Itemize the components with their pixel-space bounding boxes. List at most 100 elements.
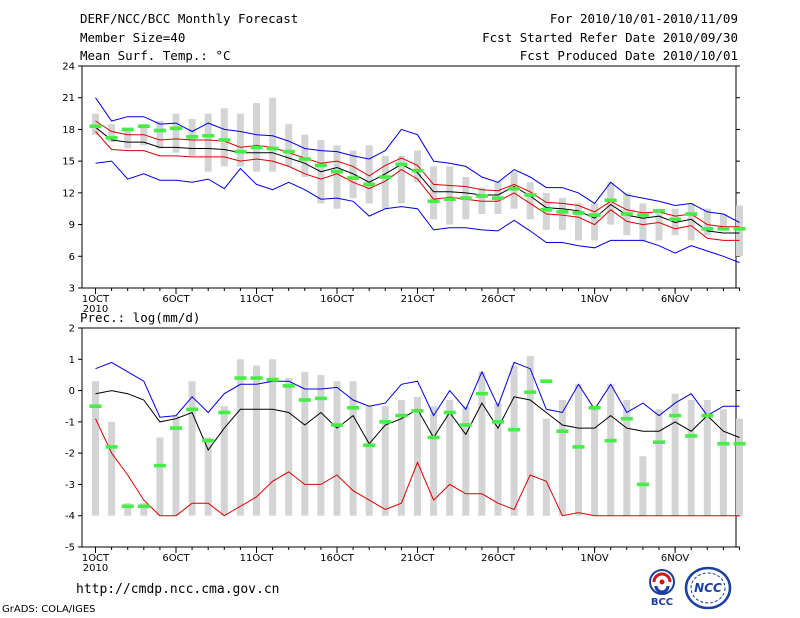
panel1-ytick-label: 3 [69, 284, 75, 295]
panel2-observed-marker [250, 376, 263, 380]
grads-credit: GrADS: COLA/IGES [2, 604, 96, 615]
panel1-observed-marker [717, 227, 730, 231]
panel2-observed-marker [459, 423, 472, 427]
panel2-xtick-label: 6OCT [162, 553, 190, 564]
panel1-observed-marker [234, 149, 247, 154]
panel2-observed-marker [653, 440, 665, 444]
panel1-observed-marker [492, 196, 504, 200]
panel2-xtick-label: 26OCT [481, 553, 516, 564]
panel1-observed-marker [314, 163, 327, 168]
panel2-observed-marker [588, 405, 601, 410]
panel1-ytick-label: 24 [62, 62, 75, 73]
panel1-observed-marker [620, 212, 633, 216]
panel1-observed-marker [170, 126, 182, 131]
panel2-observed-marker [508, 427, 521, 432]
panel2-range-bar [204, 437, 212, 516]
panel1-observed-marker [685, 212, 698, 216]
panel1-range-bar [253, 103, 260, 172]
panel2-observed-marker [202, 438, 215, 443]
panel1-ytick-label: 6 [69, 252, 75, 263]
panel2-range-bar [414, 396, 421, 516]
panel1-range-bar [365, 145, 373, 204]
panel2-ytick-label: 0 [69, 386, 75, 397]
panel1-xtick-label: 21OCT [401, 294, 436, 305]
panel2-observed-marker [733, 441, 746, 446]
panel1-series-min [95, 160, 740, 264]
panel2-range-bar [703, 399, 711, 516]
panel1-xtick-label: 11OCT [240, 294, 275, 305]
panel1-observed-marker [379, 175, 392, 179]
panel2-observed-marker [298, 398, 311, 402]
panel2-observed-marker [475, 391, 488, 396]
panel1-observed-marker [202, 133, 215, 138]
panel1-range-bar [607, 182, 615, 225]
panel2-range-bar [269, 359, 277, 516]
source-url[interactable]: http://cmdp.ncc.cma.gov.cn [76, 582, 280, 597]
panel1-observed-marker [298, 157, 311, 161]
panel2-observed-marker [170, 426, 182, 430]
panel1-xtick-label: 16OCT [320, 294, 355, 305]
panel2-range-bar [285, 378, 293, 516]
panel1-observed-marker [733, 227, 746, 231]
panel1-range-bar [381, 155, 389, 209]
panel2-range-bar [108, 421, 116, 516]
panel1-range-bar [269, 97, 277, 172]
panel2-range-bar [687, 399, 695, 516]
panel2-range-bar [220, 406, 228, 516]
panel2-range-bar [188, 381, 196, 516]
panel1-range-bar [92, 113, 99, 135]
panel1-series-lower [95, 131, 740, 241]
panel2-range-bar [349, 381, 357, 516]
panel2-range-bar [575, 384, 582, 516]
panel1-observed-marker [137, 124, 150, 129]
panel2-range-bar [397, 399, 405, 516]
panel2-observed-marker [186, 407, 199, 412]
panel1-range-bar [156, 120, 164, 149]
panel2-range-bar [526, 356, 534, 516]
panel2-xtick-year-label: 2010 [83, 563, 108, 574]
panel1-observed-marker [508, 186, 521, 191]
panel1-observed-marker [89, 124, 102, 129]
panel2-range-bar [542, 418, 550, 516]
panel2-range-bar [317, 374, 325, 516]
panel2-ytick-label: -4 [65, 511, 75, 522]
panel1-observed-marker [701, 227, 714, 231]
panel1-range-bar [220, 108, 228, 167]
panel2-range-bar [156, 437, 164, 516]
panel2-observed-marker [347, 405, 360, 410]
panel2-frame [81, 327, 737, 548]
panel1-ytick-label: 9 [69, 220, 75, 231]
panel2-observed-marker [701, 413, 714, 418]
panel2-range-bar [253, 365, 260, 516]
panel1-series-max [95, 97, 740, 223]
panel1-xtick-label: 6OCT [162, 294, 190, 305]
panel1-observed-marker [250, 145, 263, 150]
panel1-range-bar [703, 208, 711, 236]
panel2-observed-marker [443, 410, 456, 415]
panel1-ytick-label: 21 [62, 93, 75, 104]
panel1-range-bar [124, 129, 132, 149]
panel2-range-bar [558, 399, 566, 516]
panel2-observed-marker [89, 404, 102, 409]
panel1-range-bar [446, 166, 454, 225]
panel1-range-bar [591, 203, 599, 241]
panel1-range-bar [655, 208, 663, 241]
panel2-xtick-label: 6NOV [661, 553, 690, 564]
panel2-range-bar [92, 381, 99, 516]
panel1-ytick-label: 15 [62, 157, 75, 168]
panel1-xtick-label: 1OCT [82, 294, 110, 305]
panel1-range-bar [397, 155, 405, 204]
panel1-range-bar [736, 205, 743, 257]
panel2-range-bar [478, 371, 486, 516]
panel1-observed-marker [411, 168, 424, 173]
panel2-ytick-label: -3 [65, 480, 75, 491]
panel2-ytick-label: -2 [65, 449, 75, 460]
panel2-ytick-label: -1 [65, 417, 75, 428]
panel2-observed-marker [137, 504, 150, 509]
panel2-title: Prec.: log(mm/d) [80, 310, 200, 325]
panel2-observed-marker [105, 445, 118, 449]
panel1-range-bar [671, 208, 679, 236]
panel2-observed-marker [427, 435, 440, 440]
panel1-range-bar [285, 124, 293, 167]
